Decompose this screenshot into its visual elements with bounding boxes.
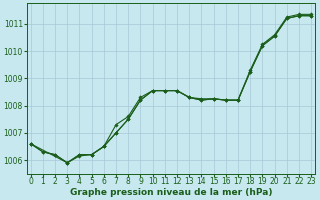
X-axis label: Graphe pression niveau de la mer (hPa): Graphe pression niveau de la mer (hPa): [70, 188, 272, 197]
